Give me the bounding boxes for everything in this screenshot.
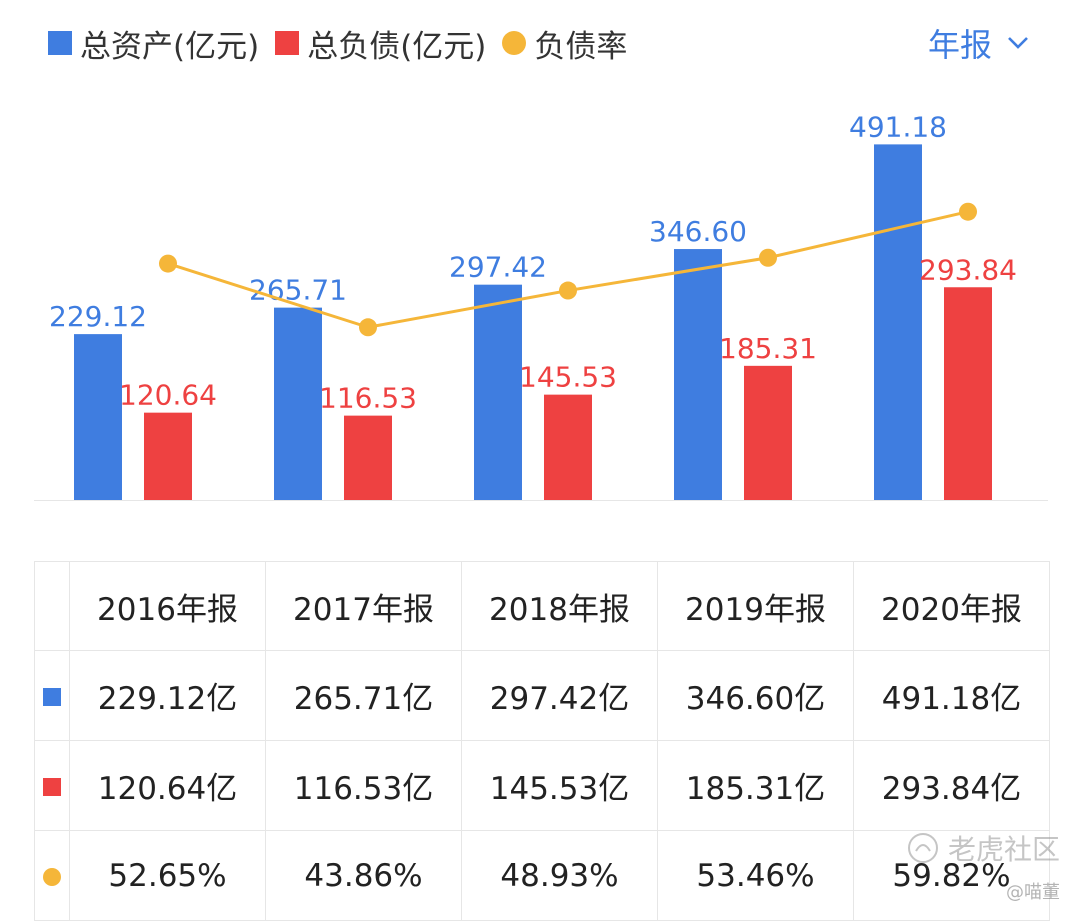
data-label-assets: 346.60 bbox=[649, 215, 747, 248]
table-cell: 53.46% bbox=[657, 830, 854, 921]
table-header-cell: 2017年报 bbox=[265, 561, 462, 651]
chevron-down-icon bbox=[1008, 37, 1028, 49]
bar-assets bbox=[874, 144, 922, 500]
table-corner-cell bbox=[34, 561, 70, 651]
bar-liabilities bbox=[944, 287, 992, 500]
data-table: 2016年报 2017年报 2018年报 2019年报 2020年报 229.1… bbox=[34, 561, 1050, 921]
data-label-liabilities: 116.53 bbox=[319, 382, 417, 415]
bar-assets bbox=[674, 249, 722, 500]
period-selector[interactable]: 年报 bbox=[928, 20, 1030, 66]
table-header-cell: 2020年报 bbox=[853, 561, 1050, 651]
tiger-logo-icon bbox=[907, 833, 938, 863]
liabilities-swatch-icon bbox=[275, 31, 300, 55]
bar-line-chart: 229.12 120.64 265.71 116.53 297.42 145.53 346.… bbox=[34, 110, 1048, 501]
point-ratio bbox=[959, 202, 977, 221]
table-header-cell: 2018年报 bbox=[461, 561, 658, 651]
data-label-liabilities: 293.84 bbox=[919, 253, 1017, 286]
table-cell: 116.53亿 bbox=[265, 740, 462, 831]
data-label-assets: 297.42 bbox=[449, 251, 547, 284]
ratio-swatch-icon bbox=[502, 31, 527, 55]
bar-liabilities bbox=[744, 365, 792, 500]
watermark: 老虎社区 bbox=[906, 828, 1060, 868]
table-cell: 265.71亿 bbox=[265, 650, 462, 741]
watermark-author: @喵董 bbox=[1006, 882, 1060, 903]
table-cell: 491.18亿 bbox=[853, 650, 1050, 741]
data-label-liabilities: 185.31 bbox=[719, 332, 817, 365]
table-header-cell: 2016年报 bbox=[69, 561, 266, 651]
table-cell: 120.64亿 bbox=[69, 740, 266, 831]
table-cell: 52.65% bbox=[69, 830, 266, 921]
assets-key-icon bbox=[43, 687, 61, 706]
table-row-assets: 229.12亿 265.71亿 297.42亿 346.60亿 491.18亿 bbox=[34, 650, 1050, 741]
table-cell: 297.42亿 bbox=[461, 650, 658, 741]
data-label-liabilities: 120.64 bbox=[119, 379, 217, 412]
table-cell: 145.53亿 bbox=[461, 740, 658, 831]
table-cell: 59.82% bbox=[853, 830, 1050, 921]
legend-item-ratio[interactable]: 负债率 bbox=[502, 21, 627, 66]
table-cell: 229.12亿 bbox=[69, 650, 266, 741]
legend-assets-label: 总资产(亿元) bbox=[80, 28, 260, 65]
watermark-text: 老虎社区 bbox=[947, 833, 1060, 866]
table-header-cell: 2019年报 bbox=[657, 561, 854, 651]
table-cell: 185.31亿 bbox=[657, 740, 854, 831]
table-cell: 293.84亿 bbox=[853, 740, 1050, 831]
data-label-assets: 229.12 bbox=[49, 300, 147, 333]
legend-ratio-label: 负债率 bbox=[534, 28, 628, 65]
bar-liabilities bbox=[344, 415, 392, 500]
table-row-ratio: 52.65% 43.86% 48.93% 53.46% 59.82% bbox=[34, 830, 1050, 921]
table-cell: 43.86% bbox=[265, 830, 462, 921]
data-label-assets: 491.18 bbox=[849, 110, 947, 143]
legend-item-liabilities[interactable]: 总负债(亿元) bbox=[275, 21, 486, 66]
legend-item-assets[interactable]: 总资产(亿元) bbox=[48, 21, 259, 66]
period-selector-label: 年报 bbox=[927, 26, 992, 64]
bar-assets bbox=[474, 284, 522, 500]
legend-liabilities-label: 总负债(亿元) bbox=[307, 28, 487, 65]
bar-liabilities bbox=[544, 394, 592, 500]
table-header-row: 2016年报 2017年报 2018年报 2019年报 2020年报 bbox=[34, 561, 1050, 651]
bar-liabilities bbox=[144, 412, 192, 500]
table-row-liabilities: 120.64亿 116.53亿 145.53亿 185.31亿 293.84亿 bbox=[34, 740, 1050, 831]
table-row-key bbox=[34, 740, 70, 831]
point-ratio bbox=[359, 318, 377, 337]
chart-legend: 总资产(亿元) 总负债(亿元) 负债率 bbox=[48, 20, 643, 66]
assets-swatch-icon bbox=[48, 31, 72, 55]
bar-assets bbox=[274, 307, 322, 500]
table-row-key bbox=[34, 650, 70, 741]
data-label-assets: 265.71 bbox=[249, 274, 347, 307]
point-ratio bbox=[559, 281, 577, 300]
table-cell: 48.93% bbox=[461, 830, 658, 921]
liabilities-key-icon bbox=[43, 777, 61, 796]
table-row-key bbox=[34, 830, 70, 921]
ratio-key-icon bbox=[43, 867, 61, 886]
point-ratio bbox=[759, 248, 777, 267]
bar-assets bbox=[74, 334, 122, 500]
table-cell: 346.60亿 bbox=[657, 650, 854, 741]
point-ratio bbox=[159, 254, 177, 273]
data-label-liabilities: 145.53 bbox=[519, 361, 617, 394]
